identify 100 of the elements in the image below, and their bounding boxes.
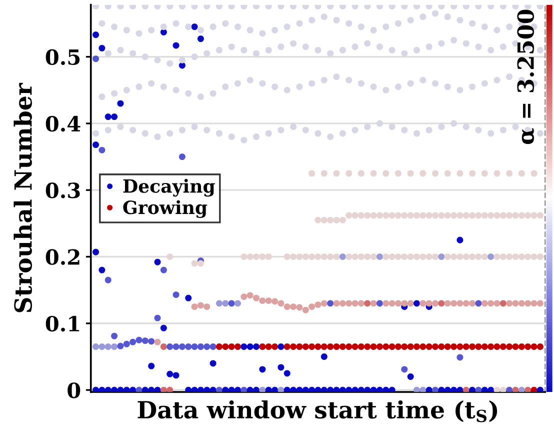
point xyxy=(278,364,284,371)
point xyxy=(376,120,383,127)
point xyxy=(228,4,235,10)
point xyxy=(506,170,513,177)
point xyxy=(320,353,328,360)
point xyxy=(320,216,328,224)
point xyxy=(500,253,506,260)
point xyxy=(364,40,371,47)
point xyxy=(234,24,242,30)
point xyxy=(333,253,340,260)
point xyxy=(296,84,303,90)
point xyxy=(432,212,439,219)
point xyxy=(302,306,309,314)
point xyxy=(444,300,451,307)
point xyxy=(339,253,346,260)
point xyxy=(284,343,290,350)
point xyxy=(210,24,216,30)
point xyxy=(327,50,334,57)
point xyxy=(191,303,198,310)
point xyxy=(426,44,432,50)
point xyxy=(475,343,482,350)
point xyxy=(394,84,402,90)
point xyxy=(438,4,445,10)
point xyxy=(290,124,297,130)
point xyxy=(327,343,334,350)
point xyxy=(197,343,204,350)
point xyxy=(518,170,525,177)
point xyxy=(420,253,426,260)
point xyxy=(98,146,106,154)
point xyxy=(92,130,100,137)
y-tick-label: 0.4 xyxy=(46,116,80,132)
point xyxy=(370,84,377,90)
point xyxy=(339,300,346,307)
point xyxy=(481,343,488,350)
point xyxy=(339,130,346,137)
point xyxy=(278,300,284,307)
point xyxy=(240,4,248,10)
point xyxy=(420,76,426,84)
point xyxy=(488,343,494,350)
point xyxy=(450,212,458,219)
point xyxy=(413,212,420,219)
point xyxy=(370,212,377,219)
point xyxy=(104,126,112,134)
point xyxy=(327,216,334,224)
point xyxy=(123,26,130,34)
point xyxy=(481,253,488,260)
y-tick-label: 0.5 xyxy=(46,49,80,66)
point xyxy=(154,258,161,266)
point xyxy=(346,343,352,350)
point xyxy=(246,292,254,299)
point xyxy=(401,300,408,307)
point xyxy=(92,142,100,148)
point xyxy=(444,253,451,260)
point xyxy=(290,253,297,260)
y-tick-label: 0.1 xyxy=(46,316,80,332)
point xyxy=(469,253,476,260)
point xyxy=(314,4,322,10)
point xyxy=(432,253,439,260)
point xyxy=(98,44,106,52)
point xyxy=(438,253,445,260)
y-axis-title: Strouhal Number xyxy=(14,82,32,312)
point xyxy=(160,84,167,90)
point xyxy=(246,253,254,260)
point xyxy=(382,170,390,177)
point xyxy=(308,16,316,24)
point xyxy=(259,30,266,37)
point xyxy=(166,4,174,10)
point xyxy=(308,303,316,310)
point xyxy=(481,80,488,87)
point xyxy=(320,76,328,84)
point xyxy=(500,126,506,134)
point xyxy=(432,343,439,350)
point xyxy=(364,212,371,219)
point xyxy=(210,360,216,367)
point xyxy=(104,114,112,120)
point xyxy=(136,336,142,344)
point xyxy=(172,42,180,49)
point xyxy=(278,126,284,134)
point xyxy=(469,20,476,27)
point xyxy=(407,300,414,307)
point xyxy=(259,253,266,260)
point xyxy=(456,16,464,24)
point xyxy=(506,253,513,260)
point xyxy=(438,124,445,130)
point xyxy=(148,338,155,345)
point xyxy=(185,90,192,97)
point xyxy=(444,170,451,177)
point xyxy=(154,4,161,10)
point xyxy=(160,24,167,30)
point xyxy=(481,300,488,307)
point xyxy=(370,170,377,177)
point xyxy=(142,4,148,10)
point xyxy=(308,343,316,350)
point xyxy=(376,212,383,219)
point xyxy=(346,76,352,84)
point xyxy=(352,343,358,350)
point xyxy=(178,154,186,160)
point xyxy=(136,84,142,90)
point xyxy=(178,4,186,10)
point xyxy=(166,343,174,350)
